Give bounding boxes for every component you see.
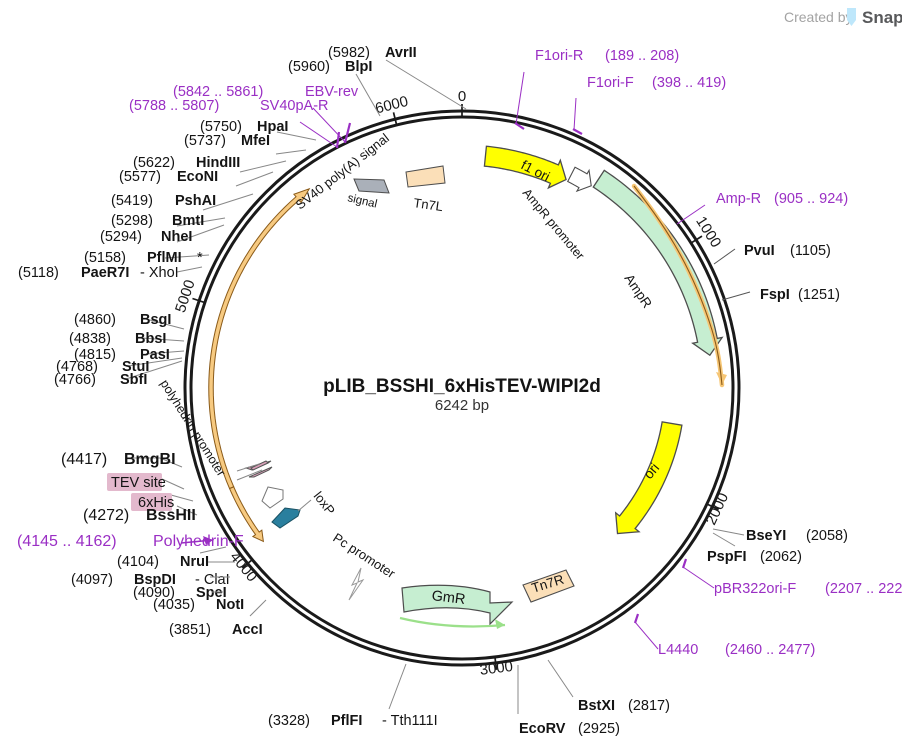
svg-text:PflFI: PflFI bbox=[331, 713, 362, 729]
svg-text:NruI: NruI bbox=[180, 554, 209, 570]
svg-text:(5419): (5419) bbox=[111, 193, 153, 209]
svg-text:pLIB_BSSHI_6xHisTEV-WIPI2d: pLIB_BSSHI_6xHisTEV-WIPI2d bbox=[323, 376, 601, 397]
svg-text:(4860): (4860) bbox=[74, 312, 116, 328]
svg-text:(2062): (2062) bbox=[760, 549, 802, 565]
svg-text:2000: 2000 bbox=[703, 490, 733, 527]
svg-text:(5577): (5577) bbox=[119, 169, 161, 185]
svg-text:NotI: NotI bbox=[216, 597, 244, 613]
svg-text:FspI: FspI bbox=[760, 287, 790, 303]
svg-text:(4097): (4097) bbox=[71, 572, 113, 588]
svg-text:0: 0 bbox=[458, 88, 466, 105]
svg-text:BseYI: BseYI bbox=[746, 528, 786, 544]
svg-text:Tn7L: Tn7L bbox=[413, 195, 444, 214]
svg-text:BstXI: BstXI bbox=[578, 698, 615, 714]
svg-text:4000: 4000 bbox=[226, 549, 260, 586]
svg-text:EcoNI: EcoNI bbox=[177, 169, 218, 185]
svg-text:Amp-R: Amp-R bbox=[716, 191, 761, 207]
svg-text:(4145 .. 4162): (4145 .. 4162) bbox=[17, 533, 117, 550]
svg-text:BmgBI: BmgBI bbox=[124, 451, 176, 468]
svg-text:AmpR promoter: AmpR promoter bbox=[520, 186, 587, 263]
svg-text:Polyhedrin-F: Polyhedrin-F bbox=[153, 533, 244, 550]
svg-text:PflMI: PflMI bbox=[147, 250, 182, 266]
svg-text:Created by: Created by bbox=[784, 9, 852, 25]
svg-text:PspFI: PspFI bbox=[707, 549, 746, 565]
svg-text:F1ori-F: F1ori-F bbox=[587, 75, 634, 91]
svg-text:EcoRV: EcoRV bbox=[519, 721, 566, 737]
svg-text:BbsI: BbsI bbox=[135, 331, 166, 347]
svg-text:(2460 .. 2477): (2460 .. 2477) bbox=[725, 642, 815, 658]
svg-text:AccI: AccI bbox=[232, 622, 263, 638]
svg-text:- XhoI: - XhoI bbox=[140, 265, 179, 281]
svg-text:NheI: NheI bbox=[161, 229, 192, 245]
svg-text:signal: signal bbox=[346, 192, 378, 210]
svg-text:(4035): (4035) bbox=[153, 597, 195, 613]
svg-text:(4838): (4838) bbox=[69, 331, 111, 347]
svg-text:(5788 .. 5807): (5788 .. 5807) bbox=[129, 98, 219, 114]
svg-text:PshAI: PshAI bbox=[175, 193, 216, 209]
svg-text:MfeI: MfeI bbox=[241, 133, 270, 149]
svg-text:loxP: loxP bbox=[311, 489, 338, 518]
svg-text:(4272): (4272) bbox=[83, 507, 129, 524]
svg-text:- Tth111I: - Tth111I bbox=[382, 713, 438, 729]
svg-text:(1251): (1251) bbox=[798, 287, 840, 303]
svg-text:(2817): (2817) bbox=[628, 698, 670, 714]
svg-text:BsgI: BsgI bbox=[140, 312, 171, 328]
svg-text:(2925): (2925) bbox=[578, 721, 620, 737]
svg-text:(905 .. 924): (905 .. 924) bbox=[774, 191, 848, 207]
svg-text:(5118): (5118) bbox=[18, 265, 59, 281]
svg-text:(5298): (5298) bbox=[111, 213, 153, 229]
svg-text:(3328): (3328) bbox=[268, 713, 310, 729]
svg-text:BlpI: BlpI bbox=[345, 59, 372, 75]
svg-text:*: * bbox=[197, 250, 203, 266]
svg-text:BmtI: BmtI bbox=[172, 213, 204, 229]
svg-text:Pc promoter: Pc promoter bbox=[330, 530, 398, 582]
svg-text:(5158): (5158) bbox=[84, 250, 126, 266]
svg-text:TEV site: TEV site bbox=[111, 475, 166, 491]
svg-text:AvrII: AvrII bbox=[385, 45, 417, 61]
svg-text:L4440: L4440 bbox=[658, 642, 698, 658]
svg-text:1000: 1000 bbox=[692, 213, 724, 250]
svg-text:(5737): (5737) bbox=[184, 133, 226, 149]
svg-text:(3851): (3851) bbox=[169, 622, 211, 638]
svg-text:pBR322ori-F: pBR322ori-F bbox=[714, 581, 796, 597]
svg-text:AmpR: AmpR bbox=[622, 271, 656, 311]
svg-text:(5294): (5294) bbox=[100, 229, 142, 245]
svg-text:BssHII: BssHII bbox=[146, 507, 196, 524]
svg-text:3000: 3000 bbox=[479, 658, 514, 679]
svg-text:F1ori-R: F1ori-R bbox=[535, 48, 583, 64]
svg-text:SV40pA-R: SV40pA-R bbox=[260, 98, 329, 114]
svg-text:(2058): (2058) bbox=[806, 528, 848, 544]
svg-text:(4417): (4417) bbox=[61, 451, 107, 468]
svg-text:SnapGene: SnapGene bbox=[862, 8, 902, 27]
svg-text:(4104): (4104) bbox=[117, 554, 159, 570]
svg-text:(398 .. 419): (398 .. 419) bbox=[652, 75, 726, 91]
svg-text:SbfI: SbfI bbox=[120, 372, 147, 388]
svg-text:(5960): (5960) bbox=[288, 59, 330, 75]
svg-text:5000: 5000 bbox=[172, 278, 199, 315]
svg-text:(1105): (1105) bbox=[790, 243, 831, 259]
svg-text:(4766): (4766) bbox=[54, 372, 96, 388]
svg-text:(2207 .. 2226): (2207 .. 2226) bbox=[825, 581, 902, 597]
svg-text:6242 bp: 6242 bp bbox=[435, 397, 489, 414]
svg-text:PvuI: PvuI bbox=[744, 243, 775, 259]
svg-text:PaeR7I: PaeR7I bbox=[81, 265, 129, 281]
svg-text:(189 .. 208): (189 .. 208) bbox=[605, 48, 679, 64]
